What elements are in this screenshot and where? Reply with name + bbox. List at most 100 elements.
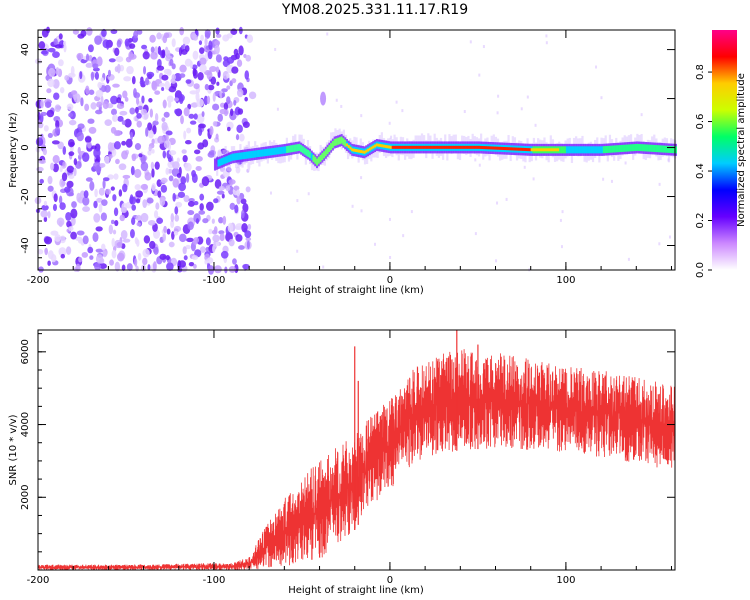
noise-blob [112, 114, 118, 122]
noise-blob [218, 185, 225, 191]
noise-blob [219, 233, 225, 242]
noise-blob [64, 186, 71, 193]
ridge-peak [493, 146, 496, 150]
snr-marks [37, 330, 676, 571]
noise-speck [388, 217, 391, 221]
ridge-mid [333, 138, 336, 146]
noise-speck [496, 111, 499, 115]
noise-blob [157, 135, 165, 144]
noise-blob [90, 102, 97, 110]
noise-blob [110, 95, 118, 105]
noise-blob [176, 173, 182, 178]
noise-speck [360, 209, 363, 213]
noise-blob [183, 107, 190, 117]
noise-blob [82, 206, 91, 212]
noise-blob [144, 171, 152, 181]
ridge-mid [279, 147, 282, 155]
noise-blob [236, 124, 243, 134]
noise-blob [158, 82, 166, 87]
noise-blob [206, 95, 211, 105]
noise-blob [235, 166, 241, 174]
noise-blob [98, 187, 105, 196]
noise-blob [68, 119, 77, 126]
ridge-mid [643, 144, 646, 152]
snr-series-line [37, 349, 676, 571]
noise-blob [153, 210, 159, 219]
ridge-mid [254, 150, 257, 158]
noise-blob [47, 210, 51, 219]
noise-blob [140, 212, 149, 223]
noise-blob [118, 189, 123, 197]
ridge-mid [558, 146, 561, 154]
ridge-mid [268, 148, 271, 156]
ridge-peak [530, 148, 533, 152]
noise-blob [124, 38, 130, 47]
noise-blob [110, 126, 117, 134]
ridge-peak [550, 148, 553, 152]
noise-blob [228, 265, 236, 273]
ridge-peak [351, 148, 354, 152]
noise-blob [40, 210, 49, 218]
ridge-peak [491, 146, 494, 150]
noise-blob [58, 59, 64, 67]
noise-blob [151, 138, 155, 145]
noise-blob [151, 149, 155, 154]
noise-blob [194, 249, 202, 258]
ridge-mid [595, 146, 598, 154]
noise-blob [215, 133, 219, 140]
noise-blob [134, 106, 139, 114]
ridge-mid [238, 152, 241, 160]
spectrogram-y-ticks: -40 -20 0 20 40 [20, 36, 675, 271]
noise-blob [112, 229, 117, 235]
ridge-peak [389, 145, 392, 149]
ridge-mid [257, 150, 260, 157]
noise-speck [658, 182, 661, 186]
noise-blob [247, 161, 251, 171]
ridge-mid [576, 146, 579, 154]
noise-blob [116, 97, 122, 104]
ridge-mid [286, 146, 289, 154]
x-tick-label: 0 [387, 575, 393, 586]
noise-blob [42, 148, 47, 156]
ridge-peak [511, 147, 514, 151]
noise-blob [90, 71, 95, 81]
noise-blob [210, 76, 217, 85]
noise-blob [174, 108, 179, 115]
noise-blob [50, 162, 55, 171]
ridge-mid [567, 146, 570, 154]
noise-blob [136, 222, 141, 227]
ridge-peak [393, 145, 396, 149]
noise-blob [206, 257, 214, 264]
ridge-mid [240, 152, 243, 160]
ridge-peak [479, 145, 482, 149]
ridge-peak [419, 145, 422, 149]
ridge-mid [277, 147, 280, 155]
noise-blob [199, 193, 205, 201]
noise-blob [37, 249, 44, 255]
noise-blob [59, 86, 65, 94]
ridge-peak [490, 146, 493, 150]
noise-blob [193, 200, 199, 206]
noise-blob [216, 190, 225, 195]
ridge-peak [528, 148, 531, 152]
noise-blob [161, 121, 168, 131]
ridge-mid [602, 146, 605, 154]
ridge-peak [500, 146, 503, 150]
ridge-peak [537, 148, 540, 152]
noise-blob [187, 210, 195, 216]
noise-blob [70, 231, 77, 240]
noise-blob [66, 180, 74, 188]
noise-blob [215, 33, 222, 38]
noise-blob [43, 200, 48, 206]
noise-blob [52, 203, 58, 212]
noise-blob [191, 255, 199, 260]
ridge-mid [249, 151, 252, 159]
noise-blob [241, 223, 248, 233]
x-tick-label: 100 [556, 275, 575, 286]
ridge-mid [261, 149, 264, 157]
noise-blob [38, 266, 44, 273]
ridge-mid [618, 145, 621, 153]
harmonic-blob [320, 91, 327, 106]
ridge-mid [323, 151, 326, 159]
noise-blob [212, 234, 221, 243]
